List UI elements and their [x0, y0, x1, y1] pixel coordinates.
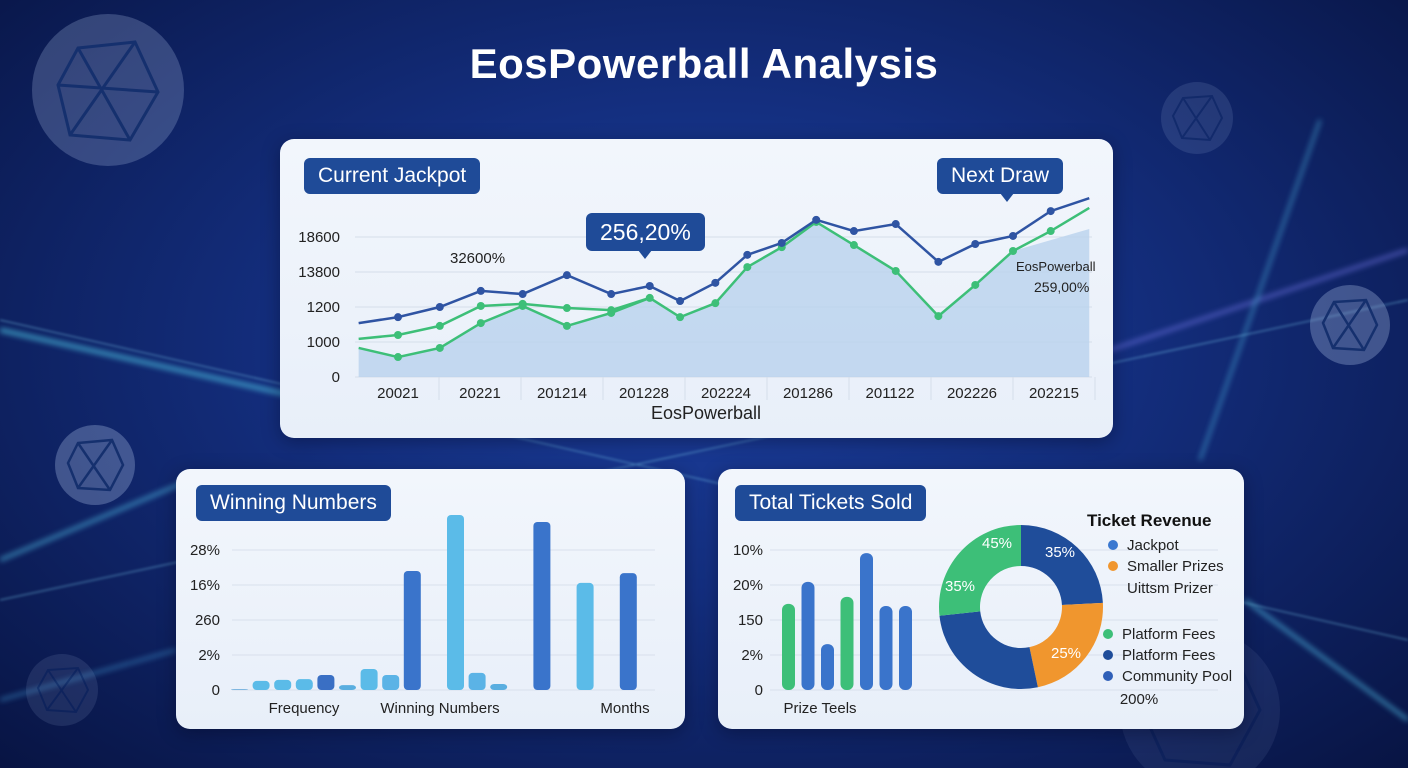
- hexagon-logo-icon: [55, 425, 135, 505]
- next-draw-badge[interactable]: Next Draw: [937, 158, 1064, 202]
- annotation-right-value: 259,00%: [1034, 279, 1090, 295]
- callout-value: 256,20%: [600, 219, 691, 245]
- hexagon-logo-icon: [1310, 285, 1390, 365]
- winning-numbers-badge[interactable]: Winning Numbers: [196, 485, 391, 521]
- annotation-right-title: EosPowerball: [1016, 259, 1096, 274]
- tickets-sold-label: Total Tickets Sold: [749, 491, 913, 514]
- hexagon-logo-icon: [1161, 82, 1233, 154]
- hexagon-logo-icon: [26, 654, 98, 726]
- page-title: EosPowerball Analysis: [469, 40, 939, 87]
- hexagon-logo-icon: [32, 14, 184, 166]
- winning-numbers-label: Winning Numbers: [210, 491, 377, 514]
- annotation-left: 32600%: [450, 250, 506, 267]
- current-jackpot-label: Current Jackpot: [318, 164, 467, 187]
- next-draw-label: Next Draw: [951, 164, 1050, 187]
- tickets-sold-badge[interactable]: Total Tickets Sold: [735, 485, 927, 521]
- jackpot-callout: 256,20%: [586, 213, 705, 259]
- current-jackpot-badge[interactable]: Current Jackpot: [304, 158, 481, 194]
